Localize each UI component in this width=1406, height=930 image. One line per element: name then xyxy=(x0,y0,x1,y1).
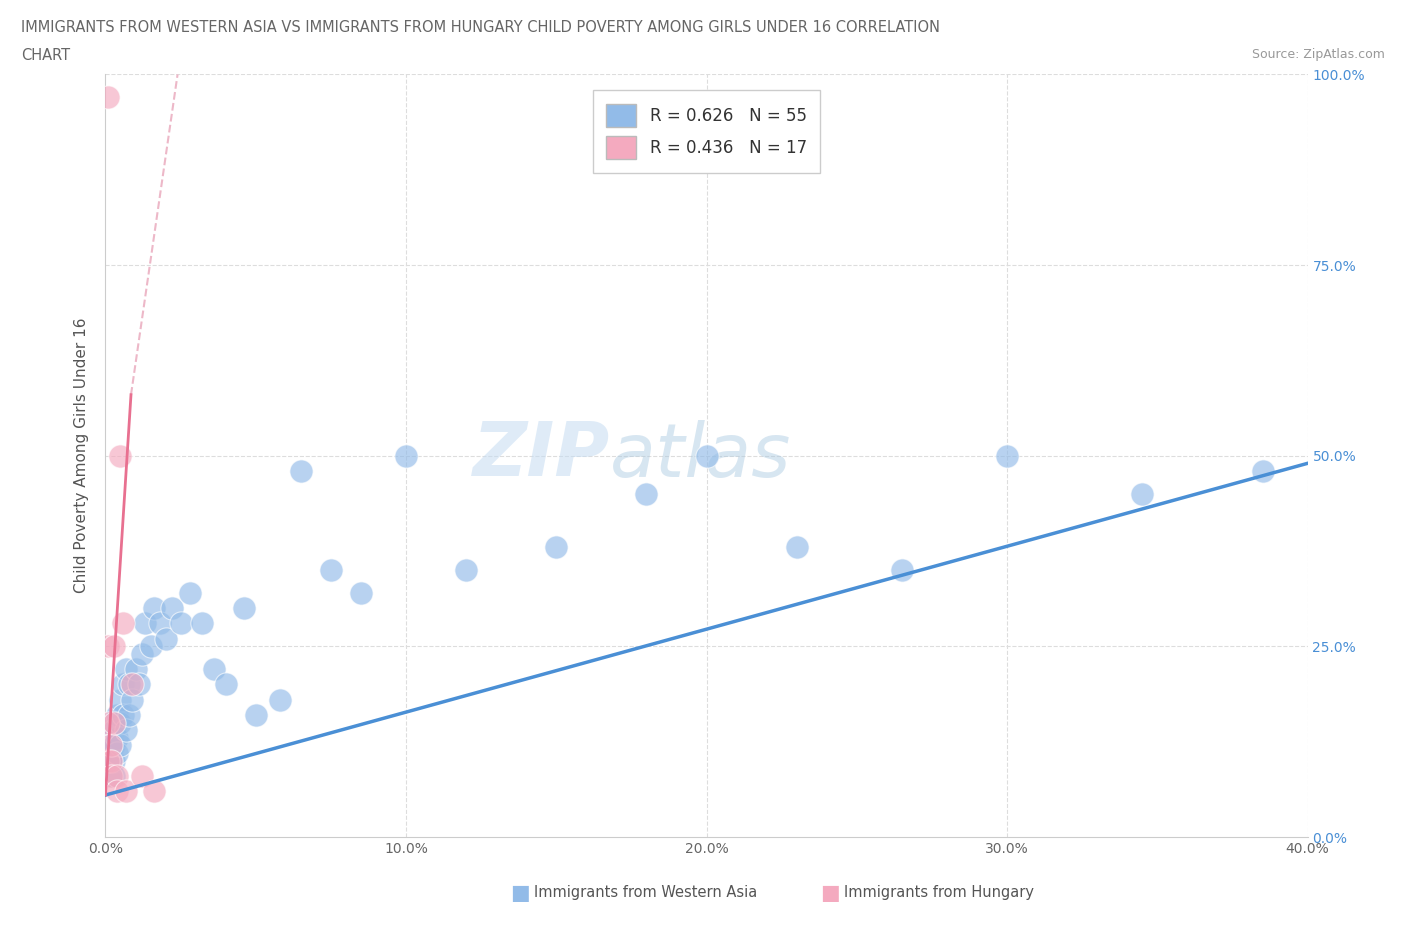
Point xyxy=(110,715,132,730)
Point xyxy=(214,677,236,692)
Point xyxy=(124,662,146,677)
Point xyxy=(121,692,143,707)
Point xyxy=(103,639,125,654)
Point xyxy=(155,631,177,646)
Point xyxy=(121,677,143,692)
Point xyxy=(100,753,122,768)
Point xyxy=(696,448,718,463)
Point xyxy=(148,616,170,631)
Point xyxy=(110,692,132,707)
Point xyxy=(118,677,141,692)
Point xyxy=(290,463,312,478)
Point xyxy=(118,708,141,723)
Point xyxy=(995,448,1018,463)
Point xyxy=(110,738,132,753)
Point xyxy=(269,692,291,707)
Point xyxy=(1251,463,1274,478)
Point xyxy=(107,730,129,745)
Point xyxy=(546,539,568,554)
Point xyxy=(97,753,120,768)
Point xyxy=(139,639,162,654)
Text: ZIP: ZIP xyxy=(472,419,610,492)
Point xyxy=(115,723,138,737)
Point xyxy=(100,738,122,753)
Legend: R = 0.626   N = 55, R = 0.436   N = 17: R = 0.626 N = 55, R = 0.436 N = 17 xyxy=(593,90,820,173)
Point xyxy=(100,753,122,768)
Point xyxy=(395,448,418,463)
Point xyxy=(1130,486,1153,501)
Point xyxy=(232,601,254,616)
Point xyxy=(134,616,156,631)
Point xyxy=(319,563,342,578)
Point xyxy=(97,753,120,768)
Point xyxy=(103,738,125,753)
Point xyxy=(100,768,122,783)
Point xyxy=(112,708,135,723)
Point xyxy=(103,723,125,737)
Point xyxy=(454,563,477,578)
Point xyxy=(97,723,120,737)
Point xyxy=(107,768,129,783)
Point xyxy=(107,784,129,799)
Text: Immigrants from Western Asia: Immigrants from Western Asia xyxy=(534,885,758,900)
Point xyxy=(169,616,191,631)
Point xyxy=(103,753,125,768)
Point xyxy=(103,768,125,783)
Point xyxy=(100,768,122,783)
Point xyxy=(160,601,183,616)
Point xyxy=(179,586,201,601)
Point xyxy=(112,677,135,692)
Point xyxy=(786,539,808,554)
Point xyxy=(97,90,120,105)
Point xyxy=(202,662,225,677)
Point xyxy=(115,662,138,677)
Point xyxy=(115,784,138,799)
Point xyxy=(97,768,120,783)
Point xyxy=(107,746,129,761)
Point xyxy=(131,646,153,661)
Point xyxy=(97,639,120,654)
Point xyxy=(103,715,125,730)
Point xyxy=(131,768,153,783)
Point xyxy=(245,708,267,723)
Point xyxy=(110,448,132,463)
Point xyxy=(97,738,120,753)
Point xyxy=(97,715,120,730)
Point xyxy=(890,563,912,578)
Point xyxy=(142,601,165,616)
Text: ■: ■ xyxy=(820,883,839,903)
Text: Source: ZipAtlas.com: Source: ZipAtlas.com xyxy=(1251,48,1385,61)
Point xyxy=(112,616,135,631)
Point xyxy=(190,616,212,631)
Y-axis label: Child Poverty Among Girls Under 16: Child Poverty Among Girls Under 16 xyxy=(75,318,90,593)
Point xyxy=(142,784,165,799)
Point xyxy=(100,738,122,753)
Text: IMMIGRANTS FROM WESTERN ASIA VS IMMIGRANTS FROM HUNGARY CHILD POVERTY AMONG GIRL: IMMIGRANTS FROM WESTERN ASIA VS IMMIGRAN… xyxy=(21,20,941,35)
Text: CHART: CHART xyxy=(21,48,70,63)
Point xyxy=(107,708,129,723)
Point xyxy=(636,486,658,501)
Text: ■: ■ xyxy=(510,883,530,903)
Point xyxy=(350,586,373,601)
Text: Immigrants from Hungary: Immigrants from Hungary xyxy=(844,885,1033,900)
Point xyxy=(128,677,150,692)
Point xyxy=(100,715,122,730)
Text: atlas: atlas xyxy=(610,419,792,492)
